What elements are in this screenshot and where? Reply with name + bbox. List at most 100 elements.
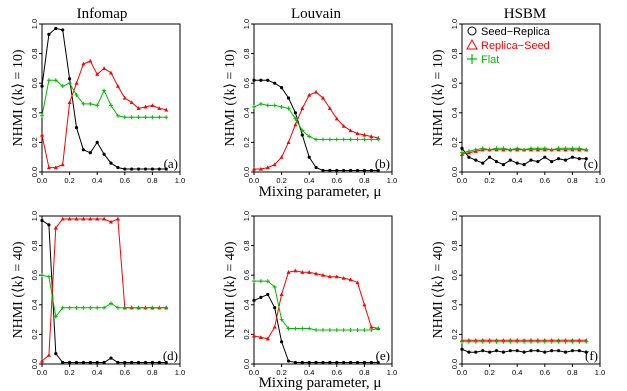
- data-point: [293, 360, 297, 365]
- y-tick-label: 0.4: [242, 108, 251, 118]
- data-point: [109, 161, 113, 165]
- x-tick-label: 0.8: [567, 176, 577, 185]
- series-replica-seed: [252, 89, 381, 171]
- data-point: [362, 327, 367, 332]
- data-point: [164, 360, 168, 365]
- data-point: [550, 160, 554, 164]
- data-point: [529, 146, 533, 151]
- x-tick-label: 0.6: [120, 368, 130, 377]
- y-tick-label: 1.0: [30, 211, 39, 221]
- data-point: [150, 360, 154, 365]
- series-flat: [252, 279, 381, 332]
- y-tick-label: 1.0: [30, 19, 39, 29]
- x-tick-label: 0.8: [359, 176, 369, 185]
- data-point: [327, 327, 332, 332]
- data-point: [535, 339, 540, 344]
- series-flat: [40, 273, 169, 319]
- data-point: [542, 146, 547, 151]
- y-tick-label: 0.4: [450, 300, 459, 310]
- x-tick-label: 0.6: [540, 176, 550, 185]
- data-point: [46, 78, 51, 83]
- y-tick-label: 1.0: [242, 211, 251, 221]
- data-point: [355, 327, 360, 332]
- data-point: [376, 326, 381, 331]
- data-point: [487, 339, 492, 344]
- data-point: [265, 103, 270, 108]
- data-point: [60, 216, 65, 221]
- y-tick-label: 0.2: [30, 137, 39, 147]
- x-tick-label: 0.0: [37, 176, 47, 185]
- data-point: [341, 123, 346, 128]
- data-point: [136, 305, 141, 310]
- data-point: [543, 350, 547, 354]
- x-tick-label: 0.4: [92, 368, 102, 377]
- data-point: [136, 106, 141, 110]
- data-point: [273, 81, 277, 85]
- data-point: [501, 339, 506, 344]
- data-point: [54, 26, 58, 31]
- data-point: [280, 340, 284, 344]
- y-axis-label: NHMI (⟨k⟩ = 10): [11, 49, 26, 146]
- data-point: [266, 292, 270, 297]
- data-point: [557, 157, 561, 161]
- data-point: [584, 339, 589, 344]
- y-tick-label: 0.6: [242, 270, 251, 280]
- data-point: [307, 326, 312, 331]
- data-point: [515, 161, 519, 165]
- data-point: [40, 84, 44, 88]
- data-point: [252, 166, 256, 171]
- data-point: [321, 168, 325, 173]
- y-tick-label: 0.2: [450, 137, 459, 147]
- data-point: [109, 103, 113, 108]
- data-point: [536, 349, 540, 353]
- data-point: [164, 167, 168, 171]
- data-point: [150, 167, 154, 171]
- data-point: [258, 166, 263, 171]
- y-tick-label: 1.0: [450, 211, 459, 221]
- data-point: [369, 324, 374, 329]
- data-point: [53, 314, 58, 319]
- data-point: [88, 58, 93, 63]
- panel-label: (c): [584, 156, 598, 171]
- data-point: [314, 327, 319, 332]
- x-tick-label: 0.0: [37, 368, 47, 377]
- data-point: [40, 113, 44, 118]
- data-point: [40, 132, 44, 137]
- data-point: [515, 339, 520, 344]
- data-point: [300, 360, 304, 365]
- data-point: [40, 273, 44, 278]
- data-point: [369, 168, 373, 173]
- y-tick-label: 1.0: [242, 19, 251, 29]
- data-point: [109, 70, 113, 75]
- legend-label: Seed−Replica: [481, 26, 551, 38]
- data-point: [577, 146, 582, 151]
- y-tick-label: 0.0: [242, 167, 251, 177]
- data-point: [369, 134, 374, 139]
- data-point: [355, 137, 360, 142]
- y-tick-label: 0.0: [242, 359, 251, 369]
- x-tick-label: 1.0: [595, 176, 605, 185]
- data-point: [265, 165, 270, 170]
- data-point: [252, 78, 256, 82]
- x-tick-label: 1.0: [387, 176, 397, 185]
- data-point: [522, 350, 526, 354]
- data-point: [88, 101, 93, 106]
- data-point: [157, 360, 161, 365]
- series-flat: [460, 146, 589, 155]
- data-point: [53, 165, 58, 170]
- data-point: [81, 101, 86, 106]
- data-point: [95, 72, 100, 76]
- y-tick-label: 0.6: [30, 270, 39, 280]
- data-point: [487, 147, 492, 152]
- y-axis-label-prefix: NHMI: [431, 106, 446, 147]
- y-axis-label-prefix: NHMI: [431, 298, 446, 339]
- data-point: [488, 155, 492, 159]
- data-point: [494, 349, 499, 353]
- data-point: [494, 339, 499, 344]
- legend-marker-plus: [467, 54, 477, 64]
- data-point: [522, 339, 527, 344]
- data-point: [258, 279, 263, 284]
- data-point: [88, 360, 92, 365]
- data-point: [355, 131, 360, 136]
- y-axis-label: NHMI (⟨k⟩ = 40): [431, 241, 446, 338]
